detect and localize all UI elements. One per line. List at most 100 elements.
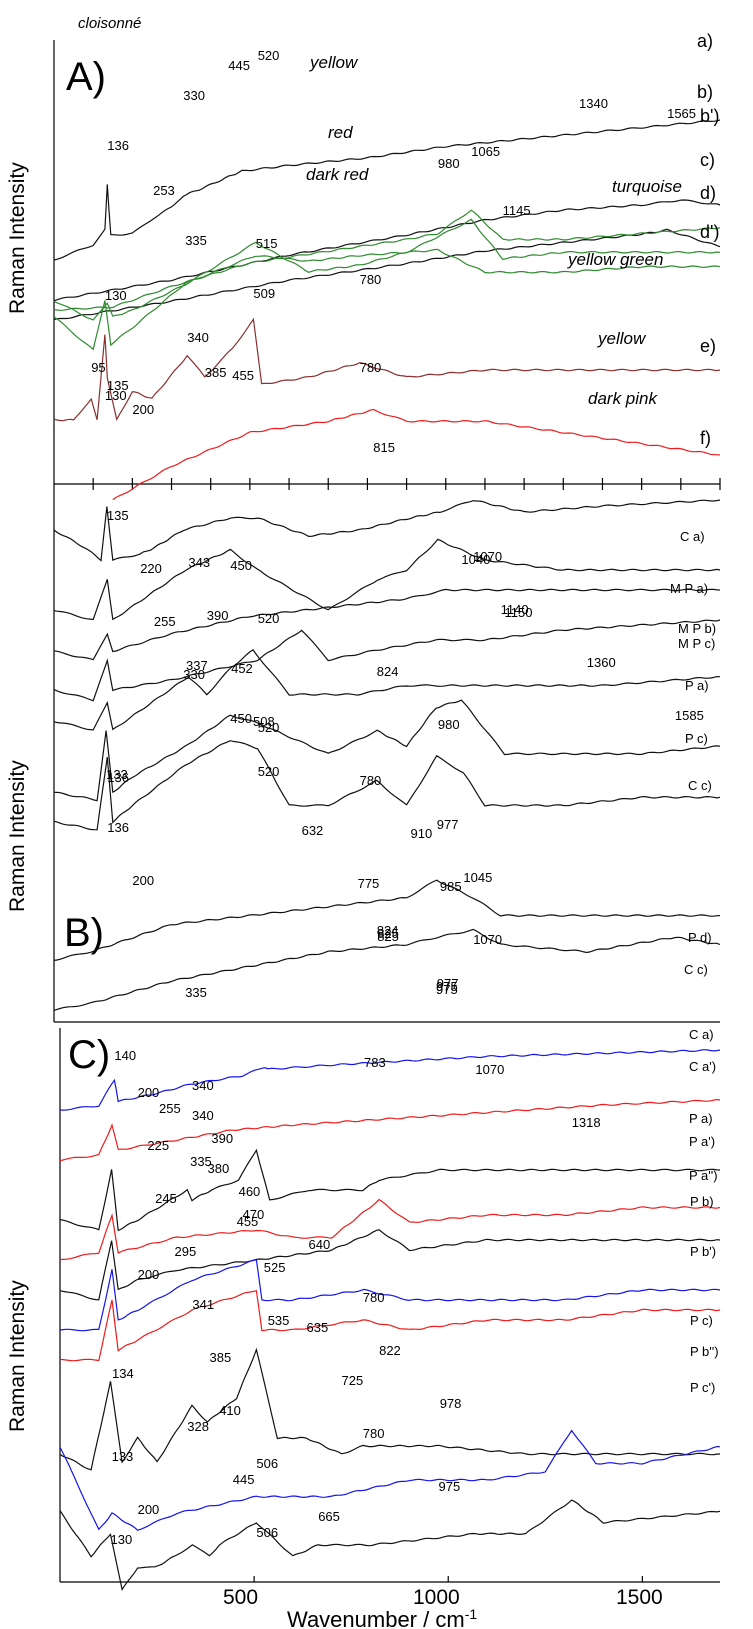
peak-label-1-2: 255 [154,614,176,629]
peak-label-1-18: 975 [436,982,458,997]
peak-label-1-17: 825 [377,929,399,944]
series-line-1-2 [53,588,721,661]
peak-label-1-0: 135 [107,508,129,523]
x-axis-label: Wavenumber / cm-1 [287,1606,477,1629]
peak-label-2-24: 635 [307,1320,329,1335]
peak-label-2-31: 245 [155,1191,177,1206]
peak-label-2-29: 200 [138,1085,160,1100]
series-line-0-1 [53,199,721,302]
series-label-1-6: C c) [688,778,712,793]
series-line-2-3 [59,1198,721,1261]
peak-label-0-14: 509 [253,286,275,301]
series-label-2-6: P b') [690,1244,716,1259]
peak-label-2-15: 822 [379,1343,401,1358]
peak-label-1-14: 136 [107,770,129,785]
series-line-2-7 [59,1347,721,1471]
peak-label-2-18: 200 [138,1502,160,1517]
series-label-0-2: b') [700,106,719,126]
peak-label-1-38: 1140 [501,602,529,617]
peak-label-0-13: 130 [105,288,127,303]
panel-b-title: B) [64,911,104,955]
peak-label-2-2: 335 [190,1154,212,1169]
peak-label-1-10: 450 [230,558,252,573]
series-line-2-6 [59,1289,721,1362]
peak-label-2-13: 640 [309,1237,331,1252]
peak-label-0-17: 455 [232,368,254,383]
x-tick-500: 500 [223,1586,258,1609]
series-line-1-5 [53,699,721,802]
peak-label-2-0: 140 [114,1048,136,1063]
peak-label-1-21: 452 [231,661,253,676]
series-label-2-3: P a') [689,1134,715,1149]
peak-label-1-1: 220 [140,561,162,576]
series-line-0-2 [53,228,721,321]
peak-label-2-36: 506 [256,1456,278,1471]
peak-label-2-6: 134 [112,1366,134,1381]
peak-label-1-39: 1360 [587,655,616,670]
peak-label-1-27: 975 [436,979,458,994]
peak-label-1-6: 910 [411,826,433,841]
peak-label-2-28: 130 [111,1532,133,1547]
series-label-2-4: P a'') [689,1168,718,1183]
series-line-1-6 [53,740,721,831]
peak-label-2-26: 780 [363,1426,385,1441]
peak-annotations: 136 253 330 445 520 1340 1565 980 1065 1145 515 780… [91,48,704,1547]
series-descriptor-5: yellow [597,329,647,348]
peak-label-1-11: 520 [258,611,280,626]
series-label-0-5: d') [700,222,719,242]
peak-label-1-3: 330 [183,667,205,682]
peak-label-2-11: 390 [211,1131,233,1146]
peak-label-0-4: 520 [258,48,280,63]
peak-label-0-1: 253 [153,183,175,198]
peak-label-1-24: 136 [107,820,129,835]
peak-label-2-8: 445 [233,1472,255,1487]
series-label-0-1: b) [697,82,713,102]
peak-label-0-9: 1145 [503,203,531,218]
peak-label-2-38: 1070 [475,1062,504,1077]
series-label-1-8: C c) [684,962,708,977]
peak-label-2-30: 225 [147,1138,169,1153]
tick-marks-ab [92,478,721,490]
series-line-1-7 [53,879,721,961]
series-label-2-1: C a') [689,1059,716,1074]
series-line-0-6 [53,317,721,422]
spectra-curves [53,119,721,1592]
series-line-0-4 [53,218,721,321]
series-labels: a) yellow b) red b') dark red c) turquoise d) yel… [306,31,719,1395]
peak-label-0-22: 780 [360,360,382,375]
peak-label-1-31: 450 [230,711,252,726]
peak-label-2-20: 340 [192,1108,214,1123]
series-line-0-0 [53,119,721,261]
peak-label-0-18: 95 [91,360,105,375]
peak-label-1-12: 824 [377,664,399,679]
series-label-1-3: M P c) [678,636,715,651]
peak-label-1-30: 337 [186,658,208,673]
peak-label-2-1: 255 [159,1101,181,1116]
series-label-0-3: c) [700,150,715,170]
peak-label-2-39: 1318 [572,1115,601,1130]
series-descriptor-6: dark pink [588,389,658,408]
series-label-2-2: P a) [689,1111,713,1126]
series-line-2-4 [59,1229,721,1301]
series-line-1-8 [53,928,721,1011]
peak-label-0-5: 1340 [579,96,608,111]
peak-label-2-10: 340 [192,1078,214,1093]
series-line-0-3 [53,209,721,311]
series-label-0-7: f) [700,428,711,448]
series-line-0-7 [112,408,721,501]
peak-label-0-20: 135 [107,378,129,393]
x-tick-1000: 1000 [413,1586,460,1609]
peak-label-2-25: 725 [342,1373,364,1388]
series-label-2-5: P b) [690,1194,714,1209]
panel-c-title: C) [68,1033,110,1077]
series-label-1-2: M P b) [678,621,716,636]
series-line-2-5 [59,1259,721,1332]
peak-label-0-11: 780 [360,272,382,287]
series-line-2-1 [59,1098,721,1162]
peak-label-1-23: 133 [106,767,128,782]
cloisonne-note: cloisonné [78,15,141,32]
peak-label-1-8: 1070 [473,932,502,947]
y-axis-label-a: Raman Intensity [6,162,29,314]
peak-label-0-23: 815 [373,440,395,455]
peak-label-1-40: 1585 [675,708,704,723]
